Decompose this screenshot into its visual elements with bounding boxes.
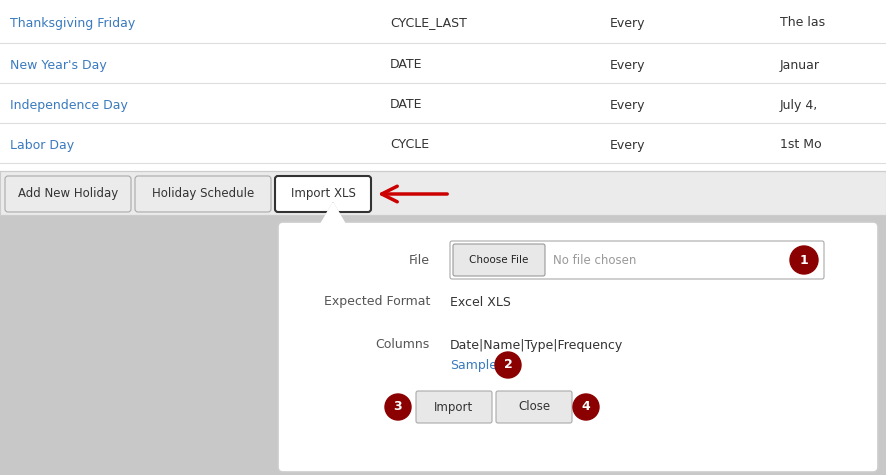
Text: DATE: DATE — [390, 58, 423, 72]
Text: New Year's Day: New Year's Day — [10, 58, 106, 72]
FancyBboxPatch shape — [450, 241, 824, 279]
Text: Every: Every — [610, 98, 646, 112]
Text: Thanksgiving Friday: Thanksgiving Friday — [10, 17, 136, 29]
FancyBboxPatch shape — [0, 0, 886, 190]
Text: No file chosen: No file chosen — [553, 254, 636, 266]
Text: Every: Every — [610, 17, 646, 29]
Text: Expected Format: Expected Format — [323, 295, 430, 308]
Text: Date|Name|Type|Frequency: Date|Name|Type|Frequency — [450, 339, 623, 352]
Text: Add New Holiday: Add New Holiday — [18, 188, 118, 200]
Text: File: File — [409, 254, 430, 266]
Text: Excel XLS: Excel XLS — [450, 295, 511, 308]
Text: CYCLE_LAST: CYCLE_LAST — [390, 17, 467, 29]
Text: The las: The las — [780, 17, 825, 29]
Text: 1st Mo: 1st Mo — [780, 139, 821, 152]
FancyBboxPatch shape — [135, 176, 271, 212]
Text: 2: 2 — [503, 359, 512, 371]
Text: Januar: Januar — [780, 58, 820, 72]
Text: CYCLE: CYCLE — [390, 139, 429, 152]
Circle shape — [495, 352, 521, 378]
Circle shape — [790, 246, 818, 274]
Text: July 4,: July 4, — [780, 98, 819, 112]
Circle shape — [573, 394, 599, 420]
FancyBboxPatch shape — [416, 391, 492, 423]
Polygon shape — [319, 203, 347, 227]
FancyBboxPatch shape — [5, 176, 131, 212]
Text: 3: 3 — [393, 400, 402, 414]
Text: 1: 1 — [800, 254, 808, 266]
FancyBboxPatch shape — [0, 171, 886, 215]
Text: Holiday Schedule: Holiday Schedule — [152, 188, 254, 200]
Text: Independence Day: Independence Day — [10, 98, 128, 112]
FancyBboxPatch shape — [496, 391, 572, 423]
Text: Choose File: Choose File — [470, 255, 529, 265]
Text: Close: Close — [518, 400, 550, 414]
Text: Labor Day: Labor Day — [10, 139, 74, 152]
FancyBboxPatch shape — [278, 222, 878, 472]
Text: Every: Every — [610, 139, 646, 152]
Text: Sample: Sample — [450, 359, 497, 371]
Text: Columns: Columns — [376, 339, 430, 352]
Text: 4: 4 — [581, 400, 590, 414]
FancyBboxPatch shape — [0, 215, 886, 475]
Text: DATE: DATE — [390, 98, 423, 112]
FancyBboxPatch shape — [275, 176, 371, 212]
FancyBboxPatch shape — [453, 244, 545, 276]
Text: Import XLS: Import XLS — [291, 188, 355, 200]
Circle shape — [385, 394, 411, 420]
Text: Every: Every — [610, 58, 646, 72]
Text: Import: Import — [434, 400, 474, 414]
